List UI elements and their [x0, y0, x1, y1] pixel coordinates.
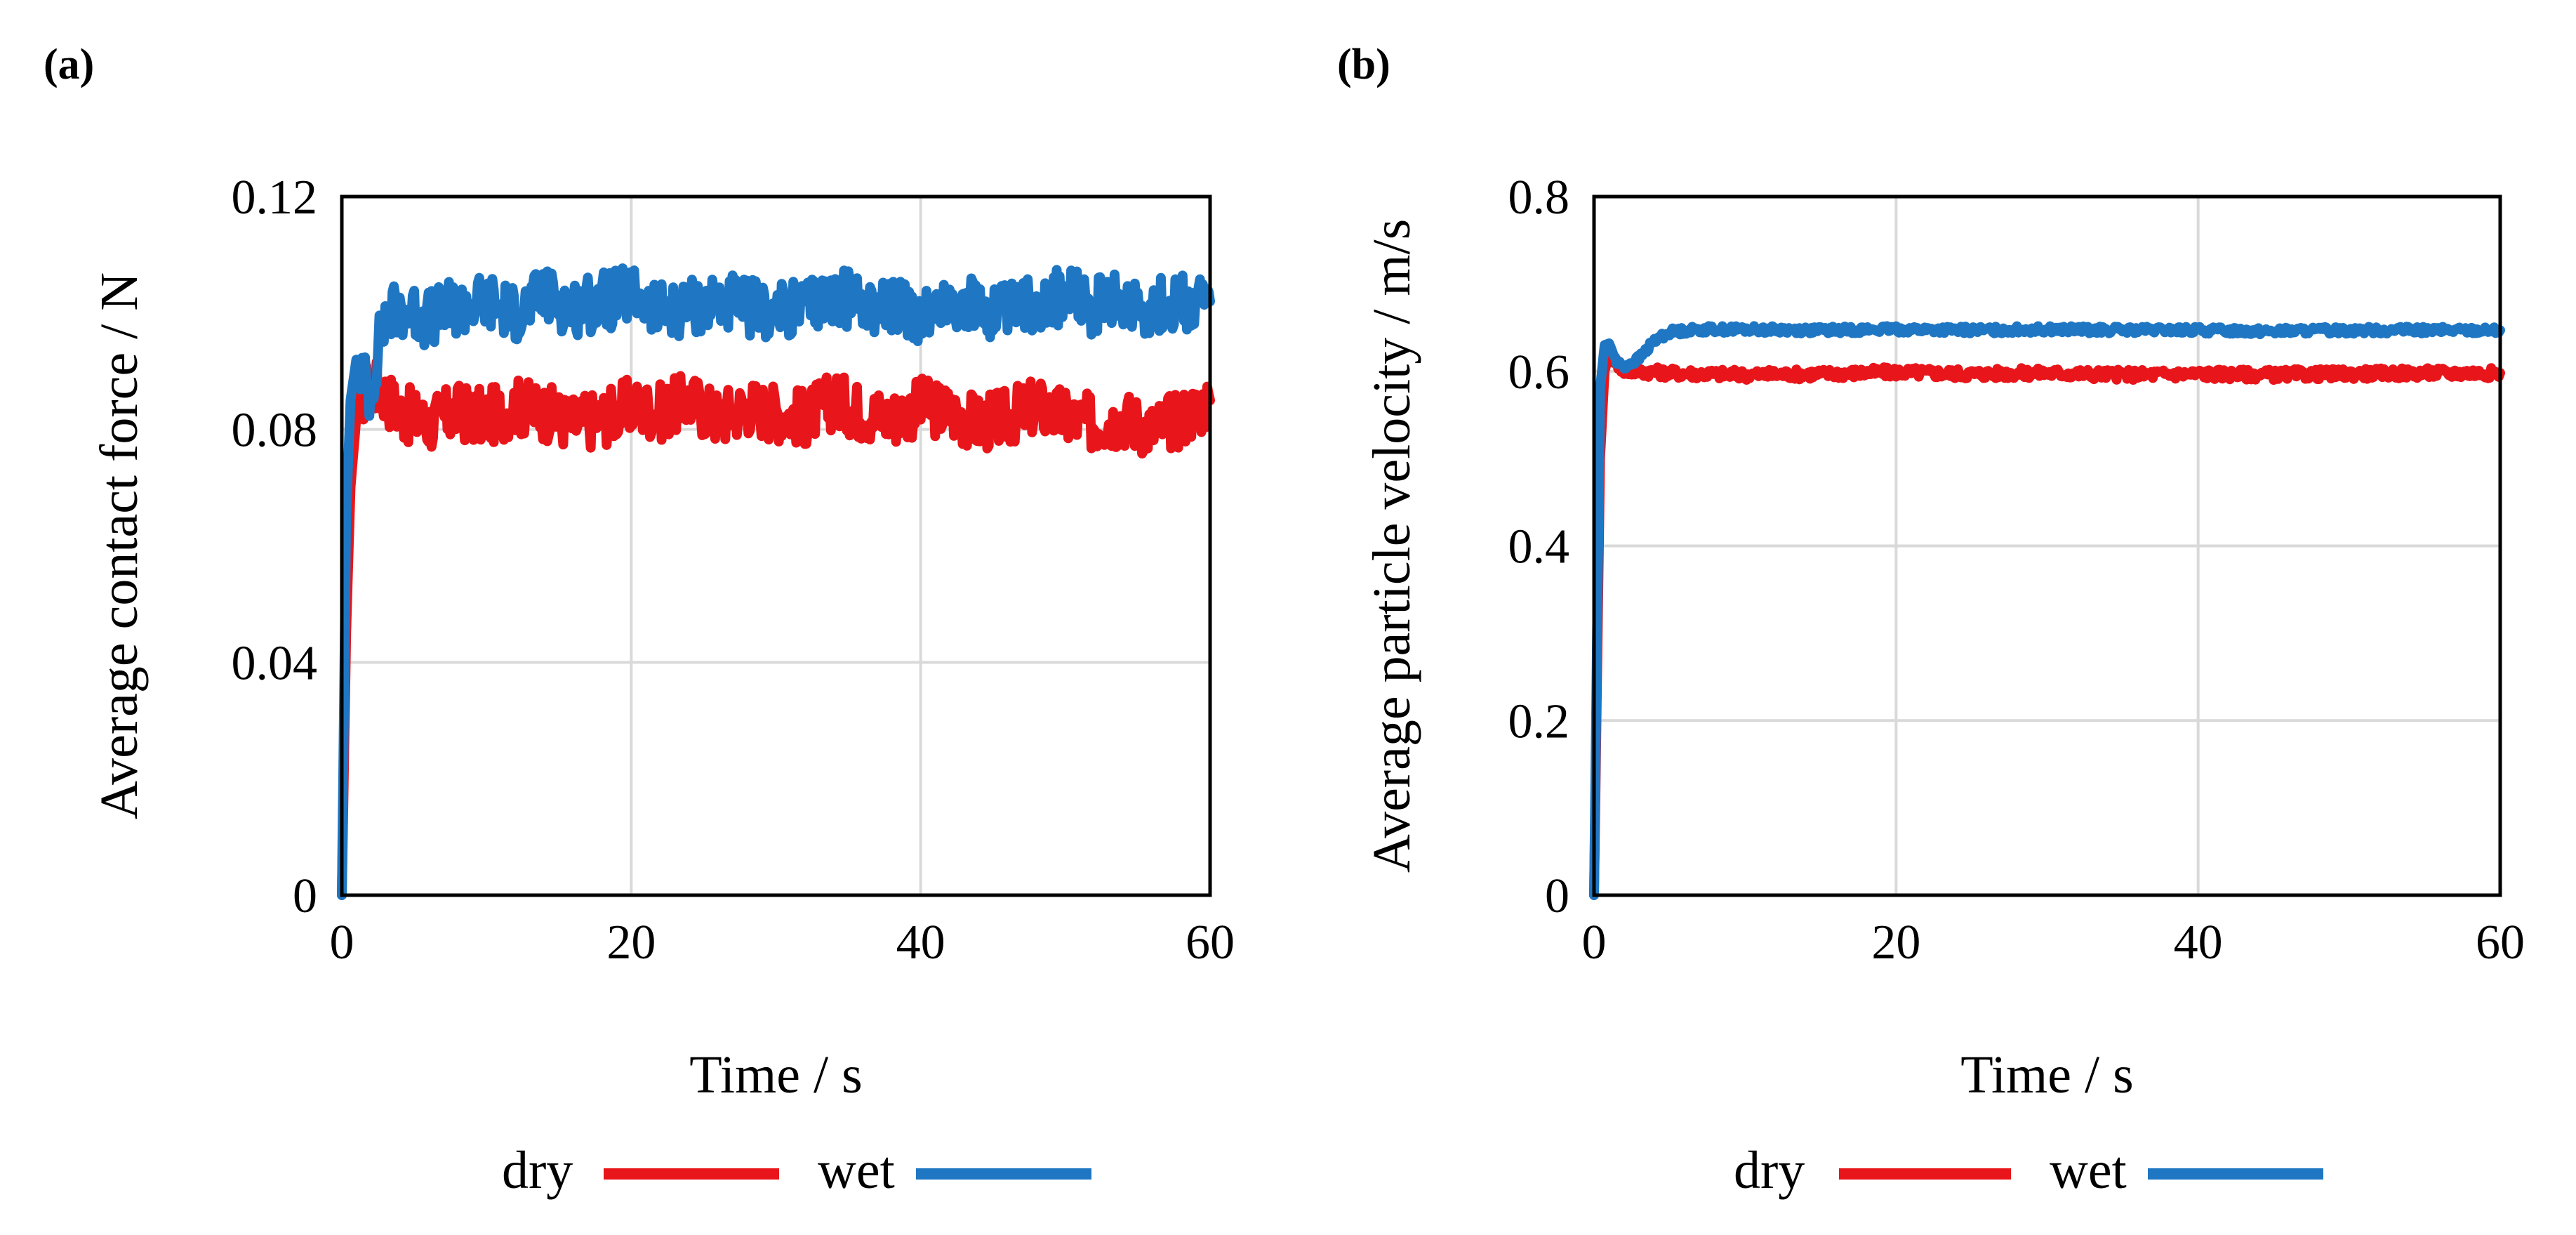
panel-a: (a) 0 20 40 60 0 0.04 0.08 0.12 Time / s Averag… — [44, 41, 1235, 1200]
panel-b-y-tick-label: 0.4 — [1508, 520, 1570, 574]
panel-b: (b) 0 20 40 60 0 0.2 0.4 0.6 0.8 Time / s Averag… — [1337, 41, 2525, 1200]
panel-a-legend-wet-label: wet — [818, 1141, 895, 1200]
panel-a-x-tick-label: 0 — [330, 916, 354, 970]
panel-a-series-dry-line — [337, 357, 1215, 900]
panel-a-y-tick-label: 0 — [293, 869, 317, 923]
panel-b-legend: dry wet — [1734, 1141, 2323, 1200]
panel-a-x-tick-label: 60 — [1186, 916, 1235, 970]
panel-b-gridlines — [1594, 197, 2500, 895]
panel-a-ticks: 0 20 40 60 0 0.04 0.08 0.12 — [232, 171, 1235, 970]
panel-b-y-tick-label: 0.6 — [1508, 345, 1570, 399]
panel-a-label: (a) — [44, 41, 94, 88]
panel-b-x-tick-label: 20 — [1871, 916, 1920, 970]
panel-b-ticks: 0 20 40 60 0 0.2 0.4 0.6 0.8 — [1508, 171, 2525, 970]
panel-a-series — [337, 263, 1215, 900]
panel-a-x-axis-title: Time / s — [689, 1045, 862, 1104]
panel-b-label: (b) — [1337, 41, 1390, 88]
panel-a-legend: dry wet — [502, 1141, 1091, 1200]
panel-a-y-tick-label: 0.04 — [232, 636, 318, 690]
panel-b-x-tick-label: 40 — [2174, 916, 2223, 970]
panel-b-series-dry-line — [1589, 348, 2505, 900]
panel-b-x-tick-label: 60 — [2476, 916, 2525, 970]
panel-b-plot-frame — [1592, 194, 2502, 897]
panel-b-x-axis-title: Time / s — [1960, 1045, 2133, 1104]
panel-a-plot-frame — [340, 194, 1212, 897]
panel-b-x-tick-label: 0 — [1582, 916, 1607, 970]
panel-a-legend-dry-label: dry — [502, 1141, 573, 1200]
panel-b-series-wet-line — [1589, 321, 2505, 900]
panel-a-y-axis-title: Average contact force / N — [90, 272, 149, 819]
panel-b-y-tick-label: 0.8 — [1508, 171, 1570, 225]
panel-a-y-tick-label: 0.12 — [232, 171, 318, 225]
panel-b-legend-wet-label: wet — [2050, 1141, 2127, 1200]
panel-a-y-tick-label: 0.08 — [232, 404, 318, 458]
panel-b-y-tick-label: 0 — [1545, 869, 1569, 923]
panel-b-legend-dry-label: dry — [1734, 1141, 1805, 1200]
panel-b-y-axis-title: Average particle velocity / m/s — [1362, 219, 1421, 873]
panel-b-y-tick-label: 0.2 — [1508, 694, 1570, 748]
panel-b-series — [1589, 321, 2505, 900]
panel-a-x-tick-label: 20 — [606, 916, 656, 970]
panel-a-series-wet-line — [337, 263, 1215, 900]
panel-a-x-tick-label: 40 — [896, 916, 945, 970]
